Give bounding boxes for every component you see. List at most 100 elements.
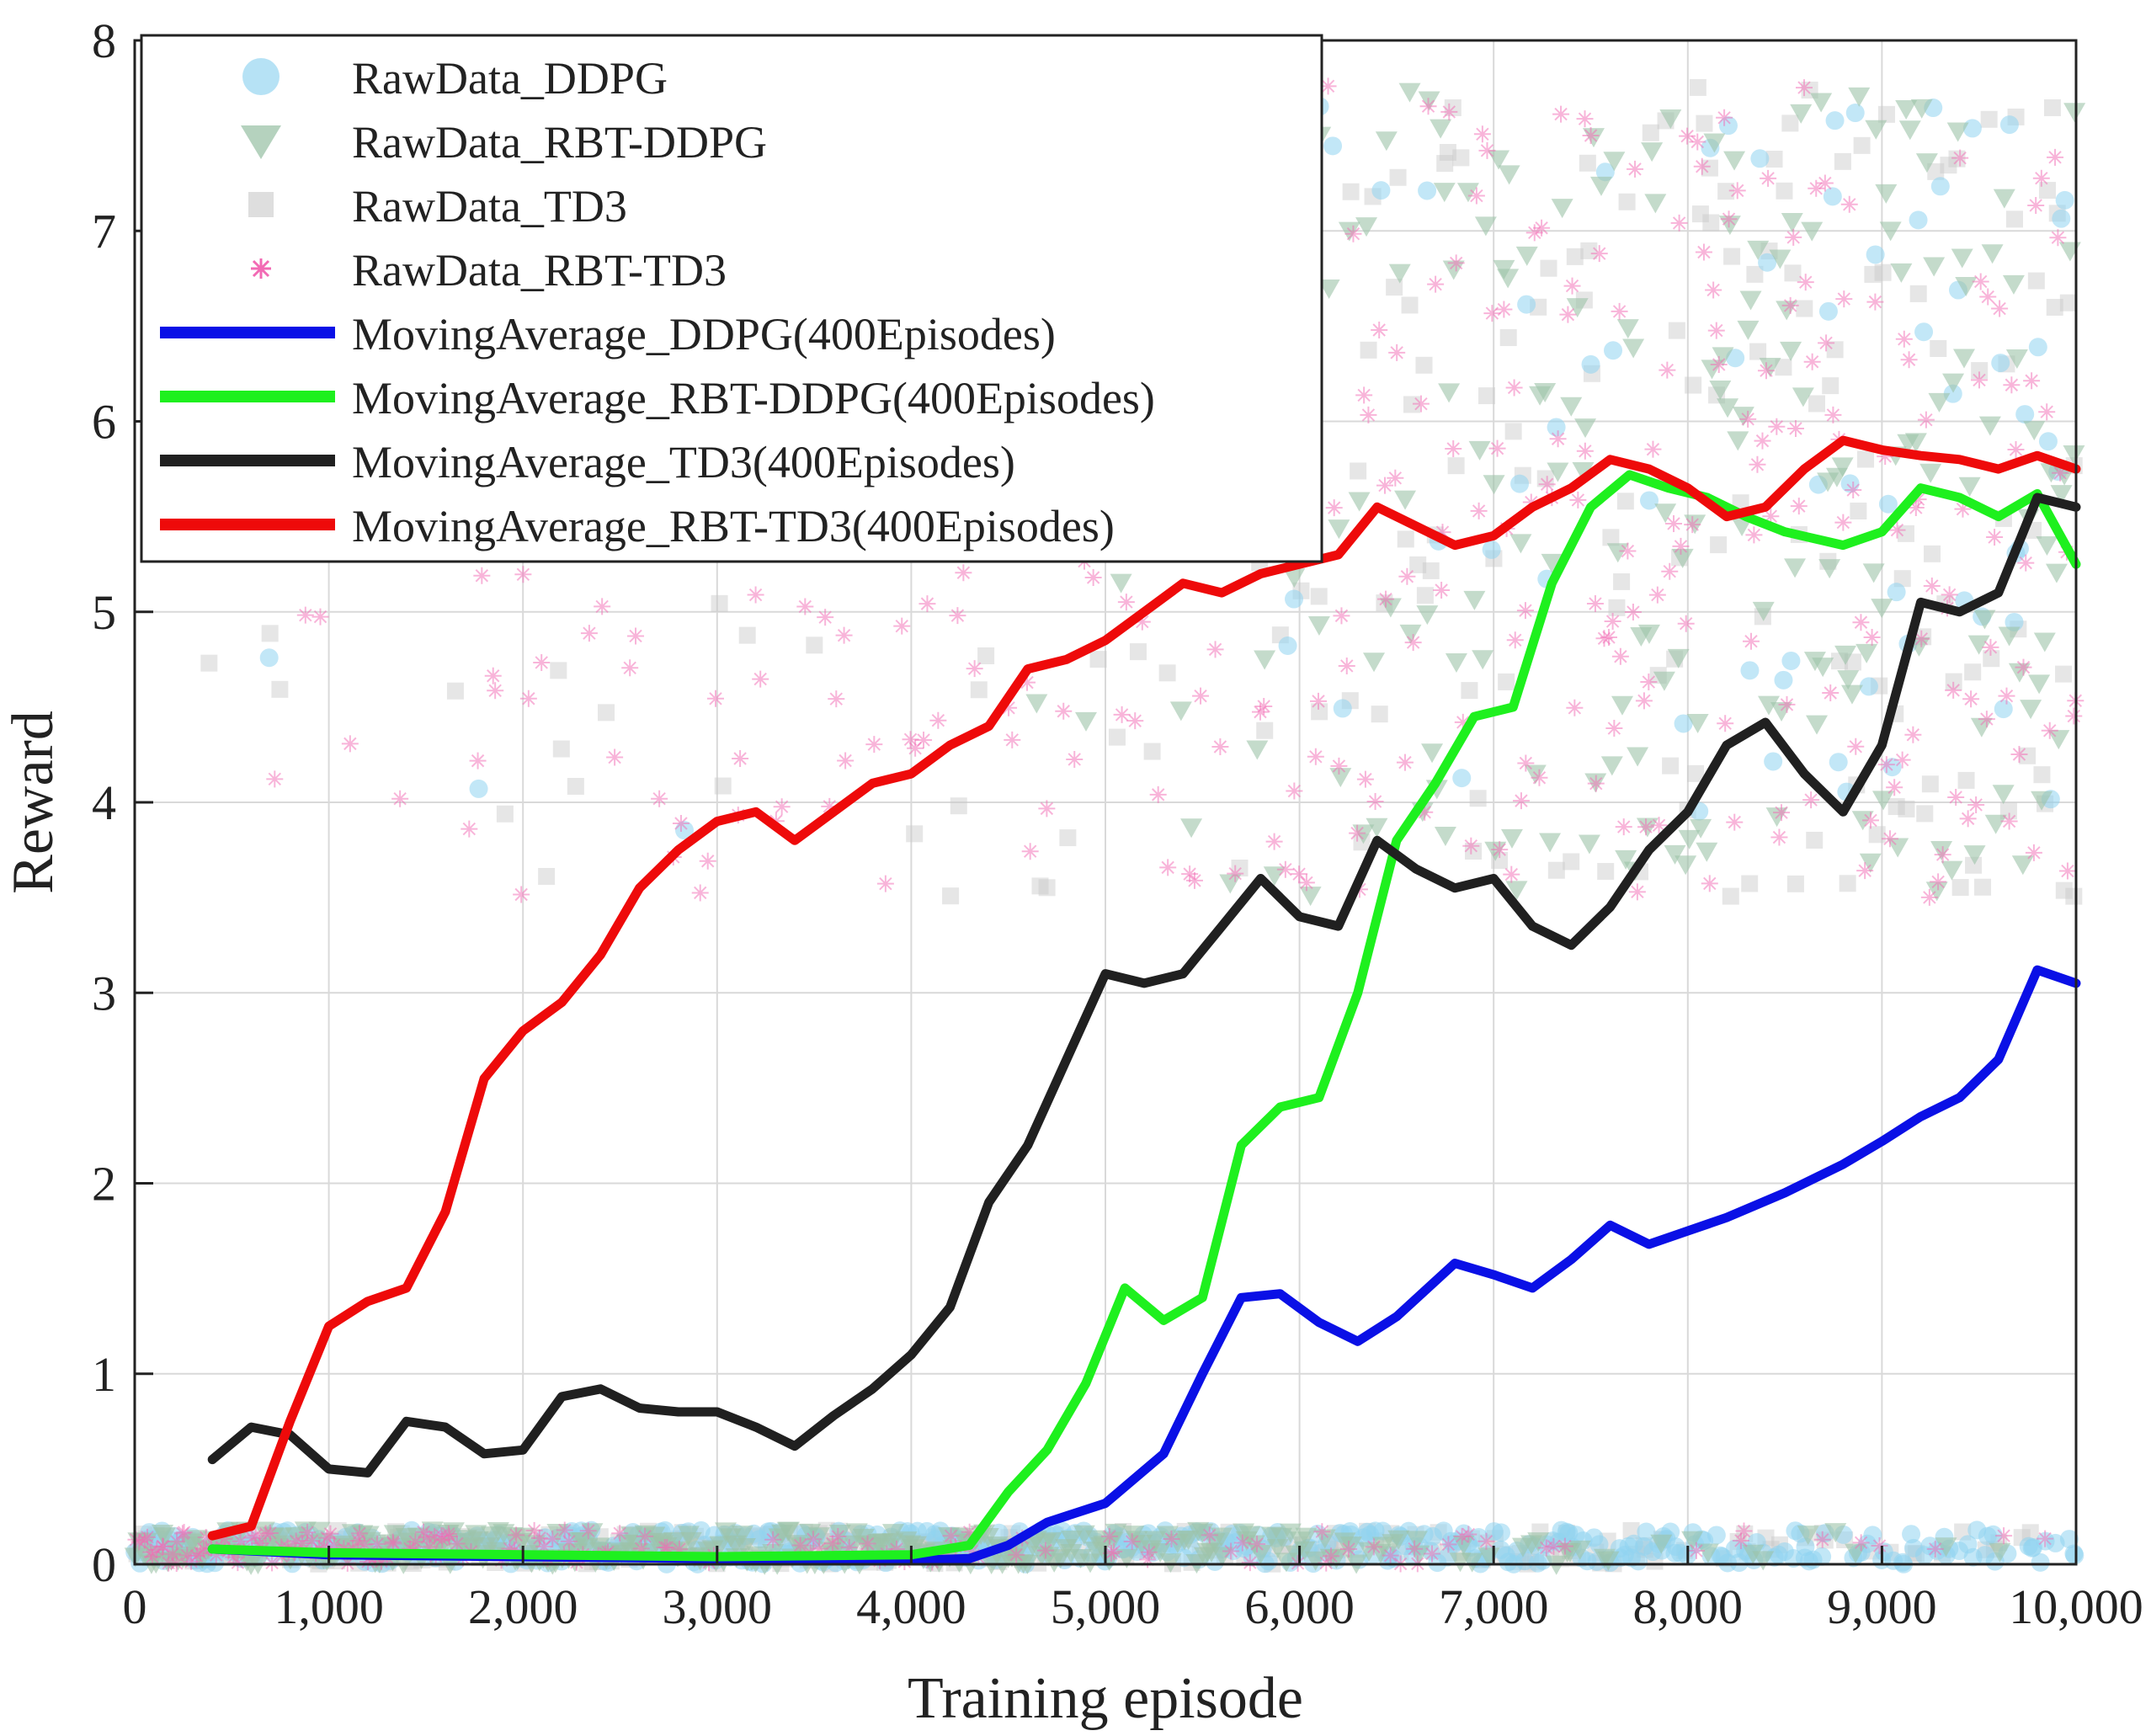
raw-point-3 bbox=[1597, 863, 1615, 881]
raw-point-3 bbox=[1642, 124, 1659, 141]
raw-point-1 bbox=[1991, 354, 2010, 373]
raw-point-3 bbox=[1499, 329, 1517, 347]
raw-point-2 bbox=[2050, 485, 2073, 505]
raw-point-2 bbox=[1752, 601, 1775, 621]
raw-point-3 bbox=[552, 740, 570, 758]
raw-point-1 bbox=[1740, 661, 1760, 680]
raw-point-1 bbox=[1750, 149, 1770, 168]
raw-point-2 bbox=[1105, 1523, 1127, 1543]
raw-point-2 bbox=[1611, 695, 1633, 716]
raw-point-4 bbox=[1693, 157, 1711, 175]
raw-point-4 bbox=[1856, 862, 1874, 880]
raw-point-3 bbox=[1540, 259, 1557, 277]
raw-point-3 bbox=[1746, 265, 1764, 283]
raw-point-4 bbox=[1211, 738, 1229, 755]
raw-point-3 bbox=[1436, 155, 1454, 173]
raw-point-3 bbox=[2046, 298, 2063, 316]
raw-point-2 bbox=[1472, 650, 1494, 670]
raw-point-4 bbox=[1376, 477, 1393, 494]
raw-point-4 bbox=[1907, 499, 1925, 517]
raw-point-2 bbox=[1941, 860, 1963, 881]
raw-point-4 bbox=[1720, 210, 1738, 228]
raw-point-3 bbox=[1749, 343, 1767, 360]
raw-point-4 bbox=[1926, 1540, 1944, 1558]
raw-point-4 bbox=[1677, 615, 1695, 632]
raw-point-2 bbox=[1110, 573, 1132, 594]
raw-point-3 bbox=[1409, 556, 1427, 573]
raw-point-4 bbox=[251, 1535, 269, 1552]
raw-point-4 bbox=[1387, 469, 1404, 487]
raw-point-4 bbox=[1159, 859, 1177, 876]
raw-point-4 bbox=[154, 1538, 172, 1556]
x-tick-label: 10,000 bbox=[2009, 1579, 2143, 1634]
raw-point-4 bbox=[1355, 386, 1373, 404]
raw-point-3 bbox=[1765, 151, 1783, 168]
raw-point-2 bbox=[1946, 122, 1969, 142]
raw-point-4 bbox=[349, 1532, 367, 1550]
raw-point-4 bbox=[1959, 810, 1977, 828]
raw-point-4 bbox=[1913, 630, 1930, 647]
raw-point-4 bbox=[823, 1535, 841, 1552]
raw-point-3 bbox=[1504, 423, 1522, 440]
raw-point-4 bbox=[143, 1548, 161, 1566]
x-tick-label: 6,000 bbox=[1244, 1579, 1355, 1634]
raw-point-4 bbox=[1505, 379, 1523, 397]
raw-point-4 bbox=[918, 595, 936, 613]
raw-point-2 bbox=[1180, 818, 1203, 839]
raw-point-4 bbox=[1008, 1546, 1025, 1563]
raw-point-2 bbox=[1739, 290, 1762, 311]
raw-point-3 bbox=[1877, 105, 1895, 123]
raw-point-4 bbox=[1962, 690, 1980, 708]
y-tick-label: 1 bbox=[92, 1347, 116, 1402]
raw-point-2 bbox=[1958, 477, 1981, 497]
legend-label: MovingAverage_RBT-TD3(400Episodes) bbox=[352, 501, 1115, 551]
raw-point-4 bbox=[2052, 464, 2069, 482]
raw-point-1 bbox=[1547, 418, 1566, 437]
raw-point-2 bbox=[1904, 433, 1927, 453]
raw-point-4 bbox=[1863, 629, 1881, 647]
raw-point-4 bbox=[341, 735, 359, 753]
raw-point-1 bbox=[1604, 341, 1623, 360]
raw-point-1 bbox=[1914, 322, 1934, 342]
raw-point-4 bbox=[773, 798, 791, 816]
raw-point-3 bbox=[1696, 114, 1713, 132]
raw-point-4 bbox=[1181, 865, 1199, 883]
raw-point-3 bbox=[1957, 771, 1975, 789]
raw-point-2 bbox=[1131, 1535, 1153, 1555]
raw-point-4 bbox=[1716, 109, 1733, 126]
raw-point-4 bbox=[1356, 770, 1374, 788]
raw-point-1 bbox=[1640, 491, 1659, 510]
raw-point-4 bbox=[1000, 699, 1018, 716]
raw-point-2 bbox=[1637, 624, 1660, 644]
raw-point-4 bbox=[2010, 745, 2028, 763]
raw-point-1 bbox=[1902, 1525, 1921, 1544]
raw-point-2 bbox=[1784, 558, 1807, 578]
raw-point-4 bbox=[1726, 813, 1744, 831]
y-tick-label: 3 bbox=[92, 966, 116, 1020]
raw-point-1 bbox=[1371, 181, 1391, 200]
raw-point-2 bbox=[1801, 221, 1824, 242]
raw-point-2 bbox=[1497, 269, 1520, 289]
raw-point-2 bbox=[1191, 1523, 1214, 1543]
raw-point-4 bbox=[1340, 1540, 1358, 1558]
raw-point-1 bbox=[1510, 474, 1530, 493]
raw-point-1 bbox=[1278, 636, 1297, 656]
raw-point-4 bbox=[1021, 843, 1039, 860]
raw-point-2 bbox=[1915, 153, 1938, 173]
raw-point-4 bbox=[1895, 330, 1913, 348]
raw-point-2 bbox=[1848, 87, 1871, 107]
raw-point-2 bbox=[1416, 605, 1439, 626]
raw-point-2 bbox=[1375, 131, 1398, 152]
raw-point-4 bbox=[142, 1543, 160, 1561]
raw-point-4 bbox=[525, 1521, 543, 1539]
raw-point-4 bbox=[1506, 631, 1524, 649]
raw-point-4 bbox=[1802, 791, 1820, 809]
raw-point-4 bbox=[1732, 1531, 1749, 1549]
raw-point-3 bbox=[446, 682, 464, 700]
raw-point-2 bbox=[881, 1524, 904, 1544]
raw-point-4 bbox=[1140, 1543, 1158, 1561]
raw-point-4 bbox=[764, 1531, 782, 1548]
raw-point-1 bbox=[1774, 670, 1793, 690]
raw-point-4 bbox=[501, 1540, 519, 1558]
x-tick-label: 1,000 bbox=[274, 1579, 384, 1634]
